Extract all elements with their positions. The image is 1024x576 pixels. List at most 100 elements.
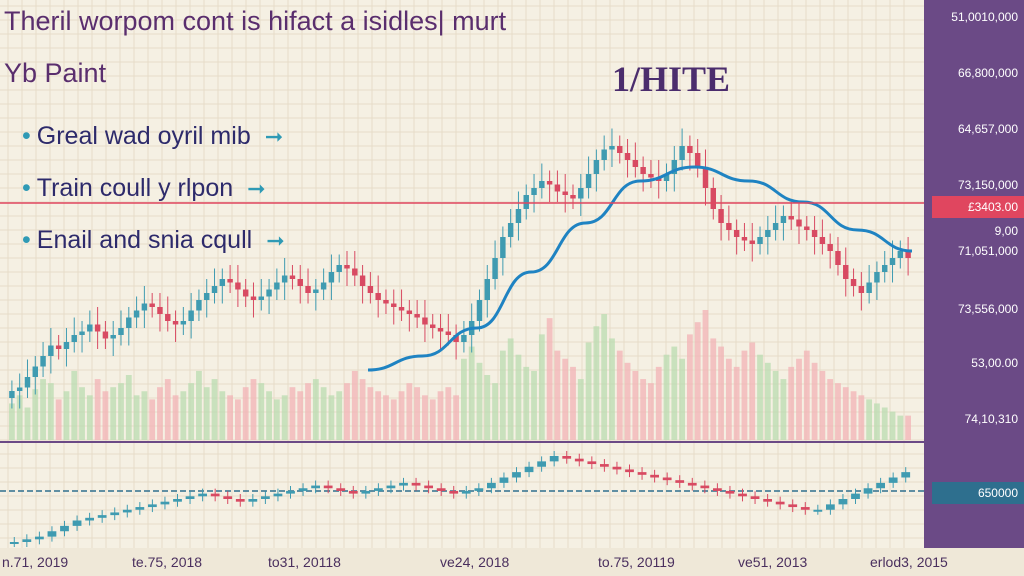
mini-candle-body <box>512 472 521 478</box>
volume-bar <box>188 383 195 440</box>
volume-bar <box>47 383 54 440</box>
mini-candle-body <box>110 512 120 516</box>
candle-body <box>702 167 709 188</box>
candle-body <box>313 289 319 293</box>
candle-body <box>79 331 85 335</box>
volume-bar <box>702 310 709 440</box>
volume-bar <box>398 391 405 440</box>
candle-body <box>16 387 23 391</box>
date-tick-label: to31, 20118 <box>268 554 341 570</box>
mini-candle-body <box>825 504 835 510</box>
candle-body <box>281 275 288 283</box>
volume-bar <box>196 370 202 440</box>
volume-bar <box>515 354 522 440</box>
candle-body <box>663 174 670 181</box>
mini-candle-body <box>60 525 69 532</box>
candle-body <box>219 279 226 286</box>
bullet-icon: • <box>22 122 31 150</box>
candle-body <box>671 160 678 174</box>
candle-body <box>835 251 841 265</box>
mini-candle-body <box>323 485 333 489</box>
volume-bar <box>897 415 904 440</box>
candle-body <box>554 184 561 192</box>
annotation-text: Greal wad oyril mib <box>36 122 251 150</box>
mini-candle-body <box>537 461 547 467</box>
mini-candle-body <box>763 499 773 502</box>
volume-bar <box>663 354 670 440</box>
mini-candle-body <box>260 496 270 499</box>
candle-body <box>726 223 732 230</box>
candle-body <box>375 293 381 300</box>
candle-body <box>476 300 483 321</box>
candle-body <box>242 289 249 297</box>
mini-candle-body <box>135 507 145 510</box>
mini-candle-body <box>286 490 295 494</box>
candle-body <box>804 226 810 230</box>
candle-body <box>63 342 70 349</box>
mini-candle-body <box>486 482 496 489</box>
volume-bar <box>811 362 818 440</box>
candle-body <box>398 307 405 311</box>
candle-body <box>274 282 280 290</box>
timeframe-marker: 1/HITE <box>612 59 731 99</box>
mini-candle-body <box>687 482 697 486</box>
volume-bar <box>601 314 608 440</box>
candle-body <box>601 149 607 160</box>
mini-candle-body <box>223 496 233 499</box>
candle-body <box>157 307 163 314</box>
candle-body <box>55 345 62 349</box>
date-tick-label: te.75, 2018 <box>132 554 203 570</box>
mini-candle-body <box>72 520 82 526</box>
volume-bar <box>850 391 857 440</box>
mini-candle-body <box>210 493 220 497</box>
chart-title: Theril worpom cont is hifact a isidles| … <box>4 6 507 36</box>
candle-body <box>461 335 467 342</box>
candle-body <box>749 240 755 244</box>
mini-candle-body <box>311 485 321 489</box>
volume-bar <box>40 379 46 440</box>
volume-bar <box>507 338 514 440</box>
volume-bar <box>531 370 537 440</box>
volume-bar <box>609 338 615 440</box>
mini-candle-body <box>273 493 283 497</box>
volume-bar <box>71 370 78 440</box>
mini-candle-body <box>549 456 559 462</box>
mini-candle-body <box>524 466 534 473</box>
volume-bar <box>866 399 873 440</box>
volume-bar <box>437 391 444 440</box>
volume-bar <box>694 322 701 440</box>
volume-bar <box>406 383 413 440</box>
volume-bar <box>250 379 257 440</box>
volume-bar <box>281 395 288 440</box>
mini-candle-body <box>185 496 195 499</box>
volume-bar <box>328 395 335 440</box>
volume-bar <box>671 346 678 440</box>
price-tick-label: 74,10,310 <box>964 412 1018 426</box>
volume-bar <box>835 383 841 440</box>
volume-bar <box>881 407 888 440</box>
mini-candle-body <box>47 531 57 537</box>
mini-candle-body <box>788 504 798 508</box>
mini-candle-body <box>612 466 622 470</box>
volume-bar <box>79 387 85 440</box>
mini-candle-body <box>361 490 371 494</box>
candle-body <box>126 317 132 328</box>
candle-body <box>539 181 545 188</box>
candle-body <box>679 146 685 160</box>
volume-bar <box>367 387 374 440</box>
volume-bar <box>86 395 93 440</box>
annotation-list: • Greal wad oyril mib ➞ • Train coull y rlp… <box>22 110 285 266</box>
arrow-right-icon: ➞ <box>266 228 285 253</box>
volume-bar <box>687 334 693 440</box>
price-axis-panel: 51,0010,000 66,800,000 64,657,000 73,150… <box>924 0 1024 548</box>
candle-body <box>515 209 522 223</box>
price-tick-label: 64,657,000 <box>957 122 1018 136</box>
candle-body <box>328 272 335 283</box>
candle-body <box>445 331 452 335</box>
mini-candle-body <box>198 493 208 497</box>
candle-body <box>40 356 46 367</box>
candle-body <box>796 219 802 227</box>
bullet-icon: • <box>22 226 31 254</box>
mini-candle-body <box>97 515 107 518</box>
candle-body <box>811 230 818 237</box>
